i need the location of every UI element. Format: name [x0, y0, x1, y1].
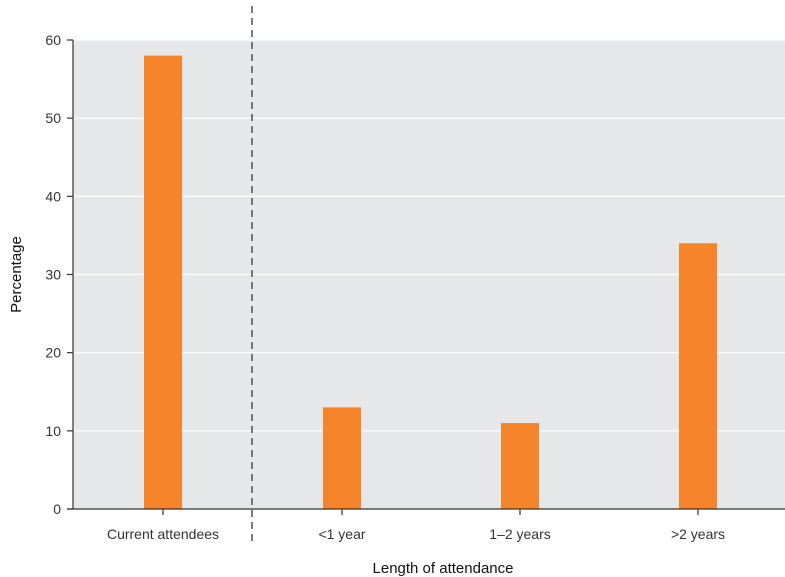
bar-0 [144, 55, 182, 510]
x-axis-ticks: Current attendees <1 year 1–2 years >2 year… [107, 509, 725, 542]
y-tick-label-0: 0 [53, 501, 61, 517]
bar-2 [501, 423, 539, 509]
x-tick-label-0: Current attendees [107, 526, 219, 542]
y-tick-label-60: 60 [45, 32, 61, 48]
y-axis-title: Percentage [8, 236, 25, 313]
bar-3 [679, 243, 717, 509]
gridlines [73, 39, 785, 432]
x-axis-title: Length of attendance [373, 560, 514, 577]
x-tick-label-2: 1–2 years [489, 526, 550, 542]
y-tick-label-10: 10 [45, 423, 61, 439]
y-tick-label-40: 40 [45, 188, 61, 204]
y-tick-label-30: 30 [45, 267, 61, 283]
bars [144, 55, 717, 510]
x-tick-label-3: >2 years [671, 526, 725, 542]
y-tick-label-50: 50 [45, 110, 61, 126]
x-tick-label-1: <1 year [318, 526, 365, 542]
bar-1 [323, 407, 361, 509]
y-tick-label-20: 20 [45, 345, 61, 361]
y-axis-ticks: 0 10 20 30 40 50 60 [45, 32, 73, 517]
